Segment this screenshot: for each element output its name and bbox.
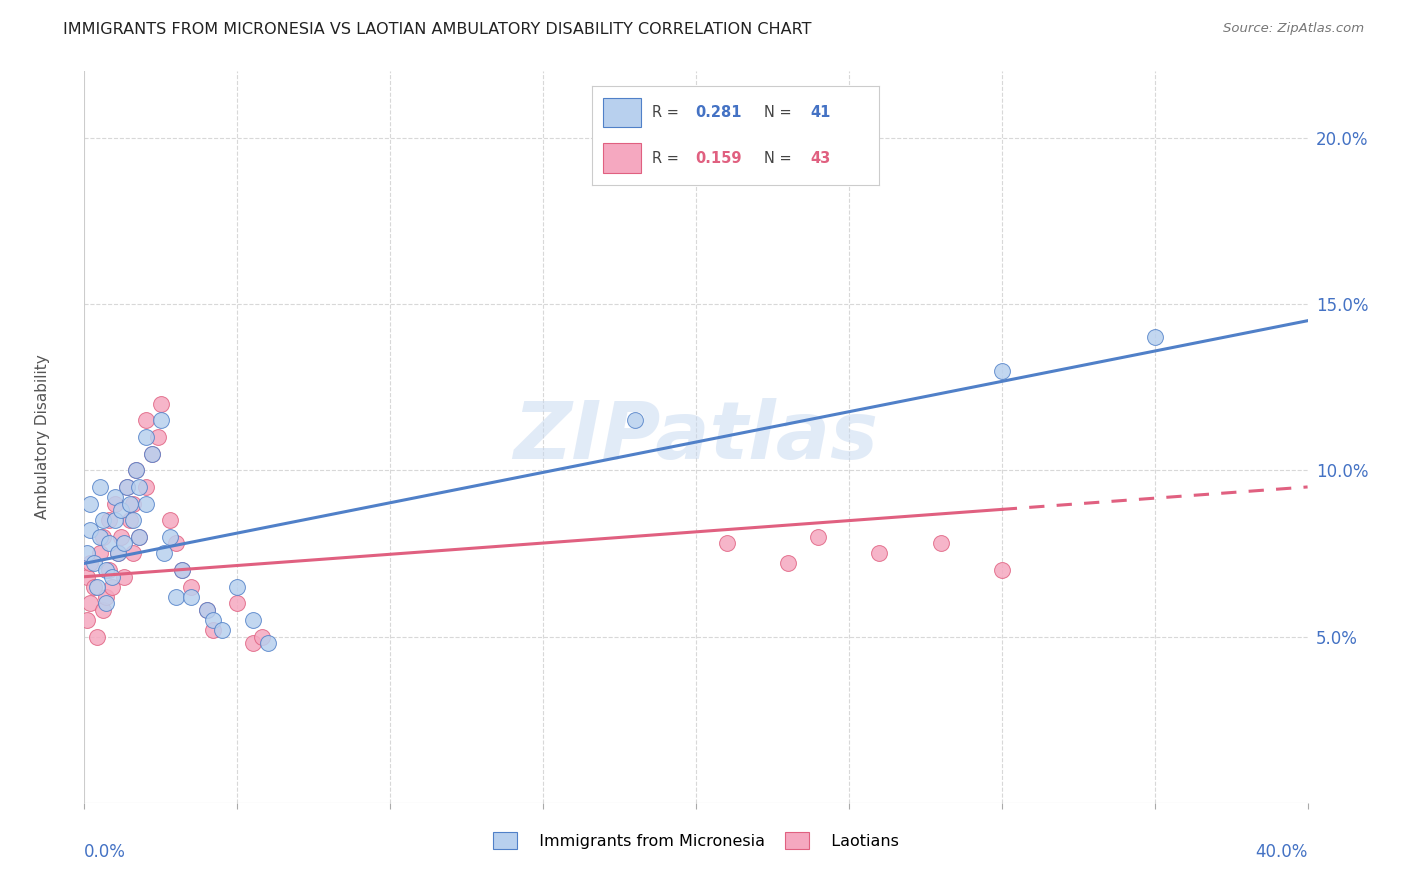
Point <box>257 636 280 650</box>
Point <box>128 530 150 544</box>
Point <box>115 480 138 494</box>
Point <box>97 563 120 577</box>
Text: Ambulatory Disability: Ambulatory Disability <box>35 355 51 519</box>
Legend:   Immigrants from Micronesia,   Laotians: Immigrants from Micronesia, Laotians <box>485 823 907 857</box>
Point <box>83 580 105 594</box>
Point <box>122 513 145 527</box>
Point <box>122 546 145 560</box>
Text: 0.0%: 0.0% <box>84 843 127 861</box>
Point <box>76 570 98 584</box>
Point <box>991 363 1014 377</box>
Point <box>110 530 132 544</box>
Point <box>135 430 157 444</box>
Point <box>153 546 176 560</box>
Point <box>83 557 105 571</box>
Point <box>79 497 101 511</box>
Point <box>91 530 114 544</box>
Point <box>89 530 111 544</box>
Text: Source: ZipAtlas.com: Source: ZipAtlas.com <box>1223 22 1364 36</box>
Point <box>624 413 647 427</box>
Point <box>104 497 127 511</box>
Point <box>180 580 202 594</box>
Point <box>250 630 273 644</box>
Point <box>135 480 157 494</box>
Point <box>91 603 114 617</box>
Point <box>107 546 129 560</box>
Point <box>172 563 194 577</box>
Point <box>226 596 249 610</box>
Point <box>195 603 218 617</box>
Point <box>716 536 738 550</box>
Point <box>125 463 148 477</box>
Point <box>180 590 202 604</box>
Point <box>101 580 124 594</box>
Point <box>201 613 224 627</box>
Text: IMMIGRANTS FROM MICRONESIA VS LAOTIAN AMBULATORY DISABILITY CORRELATION CHART: IMMIGRANTS FROM MICRONESIA VS LAOTIAN AM… <box>63 22 811 37</box>
Point <box>128 530 150 544</box>
Point <box>1143 330 1166 344</box>
Point <box>135 413 157 427</box>
Point <box>125 463 148 477</box>
Point <box>101 570 124 584</box>
Point <box>807 530 830 544</box>
Point <box>141 447 163 461</box>
Point <box>776 557 799 571</box>
Point <box>115 480 138 494</box>
Point <box>165 590 187 604</box>
Point <box>135 497 157 511</box>
Point <box>112 570 135 584</box>
Point <box>107 546 129 560</box>
Point <box>991 563 1014 577</box>
Point <box>159 530 181 544</box>
Point <box>97 536 120 550</box>
Point <box>89 480 111 494</box>
Point <box>165 536 187 550</box>
Point <box>869 546 891 560</box>
Point <box>141 447 163 461</box>
Point <box>120 513 142 527</box>
Point <box>146 430 169 444</box>
Point <box>76 613 98 627</box>
Point <box>97 513 120 527</box>
Point <box>242 613 264 627</box>
Point <box>195 603 218 617</box>
Point <box>91 513 114 527</box>
Point <box>112 536 135 550</box>
Point <box>110 503 132 517</box>
Text: 40.0%: 40.0% <box>1256 843 1308 861</box>
Point <box>86 580 108 594</box>
Point <box>149 397 172 411</box>
Point <box>226 580 249 594</box>
Point <box>89 546 111 560</box>
Point <box>120 497 142 511</box>
Point <box>79 557 101 571</box>
Point <box>172 563 194 577</box>
Point <box>94 596 117 610</box>
Point <box>149 413 172 427</box>
Point <box>79 596 101 610</box>
Point <box>104 513 127 527</box>
Text: ZIPatlas: ZIPatlas <box>513 398 879 476</box>
Point <box>159 513 181 527</box>
Point <box>211 623 233 637</box>
Point <box>201 623 224 637</box>
Point <box>104 490 127 504</box>
Point <box>76 546 98 560</box>
Point <box>929 536 952 550</box>
Point <box>94 563 117 577</box>
Point <box>122 497 145 511</box>
Point <box>128 480 150 494</box>
Point <box>242 636 264 650</box>
Point <box>79 523 101 537</box>
Point <box>86 630 108 644</box>
Point <box>94 590 117 604</box>
